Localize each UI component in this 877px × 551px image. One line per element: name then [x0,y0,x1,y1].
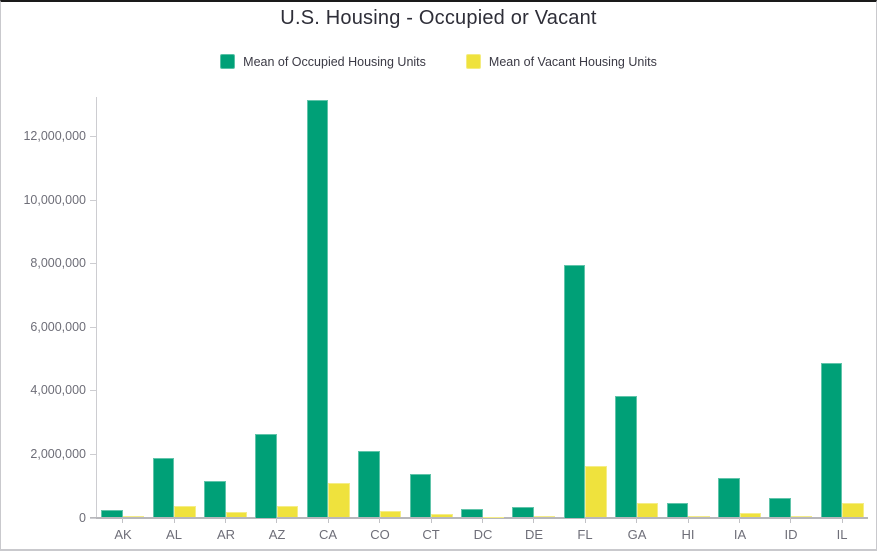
bar-vacant-CO[interactable] [379,511,402,518]
y-axis-line [96,97,97,518]
x-axis-label: FL [577,527,593,542]
y-axis-label: 4,000,000 [30,383,86,397]
x-axis-label: IL [836,527,848,542]
y-axis-tick [90,454,96,455]
x-axis-label: AL [166,527,182,542]
y-axis-label: 12,000,000 [23,129,86,143]
y-axis-tick [90,327,96,328]
bar-occupied-DE[interactable] [512,506,534,518]
bar-occupied-GA[interactable] [615,396,637,518]
y-axis-tick [90,518,96,519]
x-axis-tick [174,518,175,523]
bar-occupied-IA[interactable] [718,478,740,518]
bar-occupied-ID[interactable] [769,497,791,518]
bar-vacant-DC[interactable] [482,516,504,518]
bar-vacant-DE[interactable] [533,515,556,518]
bar-vacant-AZ[interactable] [276,505,299,518]
bar-vacant-AL[interactable] [174,506,196,518]
bar-vacant-AK[interactable] [122,516,145,518]
legend-label: Mean of Occupied Housing Units [243,54,426,69]
x-axis-label: ID [784,527,798,542]
x-axis-tick [225,518,226,523]
bar-occupied-HI[interactable] [666,503,689,518]
y-axis-tick [90,263,96,264]
vacant-swatch-icon [465,54,481,69]
bar-occupied-AK[interactable] [101,510,123,518]
bar-vacant-ID[interactable] [790,515,813,518]
y-axis-tick [90,200,96,201]
x-axis-label: AR [216,527,236,542]
x-axis-label: CA [318,527,338,542]
x-axis-label: GA [627,527,647,542]
x-axis-label: CO [370,527,390,542]
x-axis-label: AK [114,527,132,542]
bar-occupied-AR[interactable] [204,481,226,518]
x-axis-label: DC [473,527,493,542]
bar-vacant-CT[interactable] [431,513,453,518]
x-axis-tick [739,518,740,523]
y-axis-label: 0 [79,511,86,525]
y-axis-label: 10,000,000 [23,193,86,207]
bar-vacant-CA[interactable] [328,482,350,518]
x-axis-label: HI [681,527,695,542]
legend-label: Mean of Vacant Housing Units [488,54,657,69]
x-axis-tick [790,518,791,523]
x-axis-label: AZ [268,527,286,542]
bar-vacant-GA[interactable] [636,502,659,518]
y-axis-tick [90,136,96,137]
occupied-swatch-icon [220,54,236,69]
y-axis-label: 8,000,000 [30,256,86,270]
x-axis-tick [328,518,329,523]
x-axis-line [90,517,868,519]
x-axis-tick [276,518,277,523]
x-axis-tick [431,518,432,523]
y-axis-tick [90,390,96,391]
bar-occupied-DC[interactable] [461,509,483,518]
y-axis-label: 2,000,000 [30,447,86,461]
chart-title: U.S. Housing - Occupied or Vacant [280,7,597,29]
bar-occupied-AZ[interactable] [255,434,277,518]
bar-occupied-CO[interactable] [358,450,380,518]
x-axis-tick [585,518,586,523]
bar-occupied-AL[interactable] [152,458,175,518]
bar-occupied-CA[interactable] [306,99,329,518]
x-axis-label: DE [524,527,544,542]
x-axis-tick [688,518,689,523]
legend-item-vacant[interactable]: Mean of Vacant Housing Units [465,54,657,69]
x-axis-tick [636,518,637,523]
bar-vacant-HI[interactable] [688,515,710,518]
x-axis-tick [379,518,380,523]
bar-occupied-CT[interactable] [409,474,432,518]
x-axis-tick [122,518,123,523]
bar-occupied-IL[interactable] [820,362,843,518]
bar-vacant-IA[interactable] [739,513,761,518]
legend-item-occupied[interactable]: Mean of Occupied Housing Units [220,54,426,69]
legend: Mean of Occupied Housing Units Mean of Va… [1,54,876,69]
x-axis-tick [842,518,843,523]
x-axis-label: IA [733,527,747,542]
bar-occupied-FL[interactable] [563,265,586,518]
bar-vacant-AR[interactable] [225,512,247,518]
y-axis-label: 6,000,000 [30,320,86,334]
x-axis-tick [533,518,534,523]
bar-vacant-FL[interactable] [585,466,607,518]
bar-vacant-IL[interactable] [842,502,864,518]
x-axis-tick [482,518,483,523]
x-axis-label: CT [422,527,440,542]
